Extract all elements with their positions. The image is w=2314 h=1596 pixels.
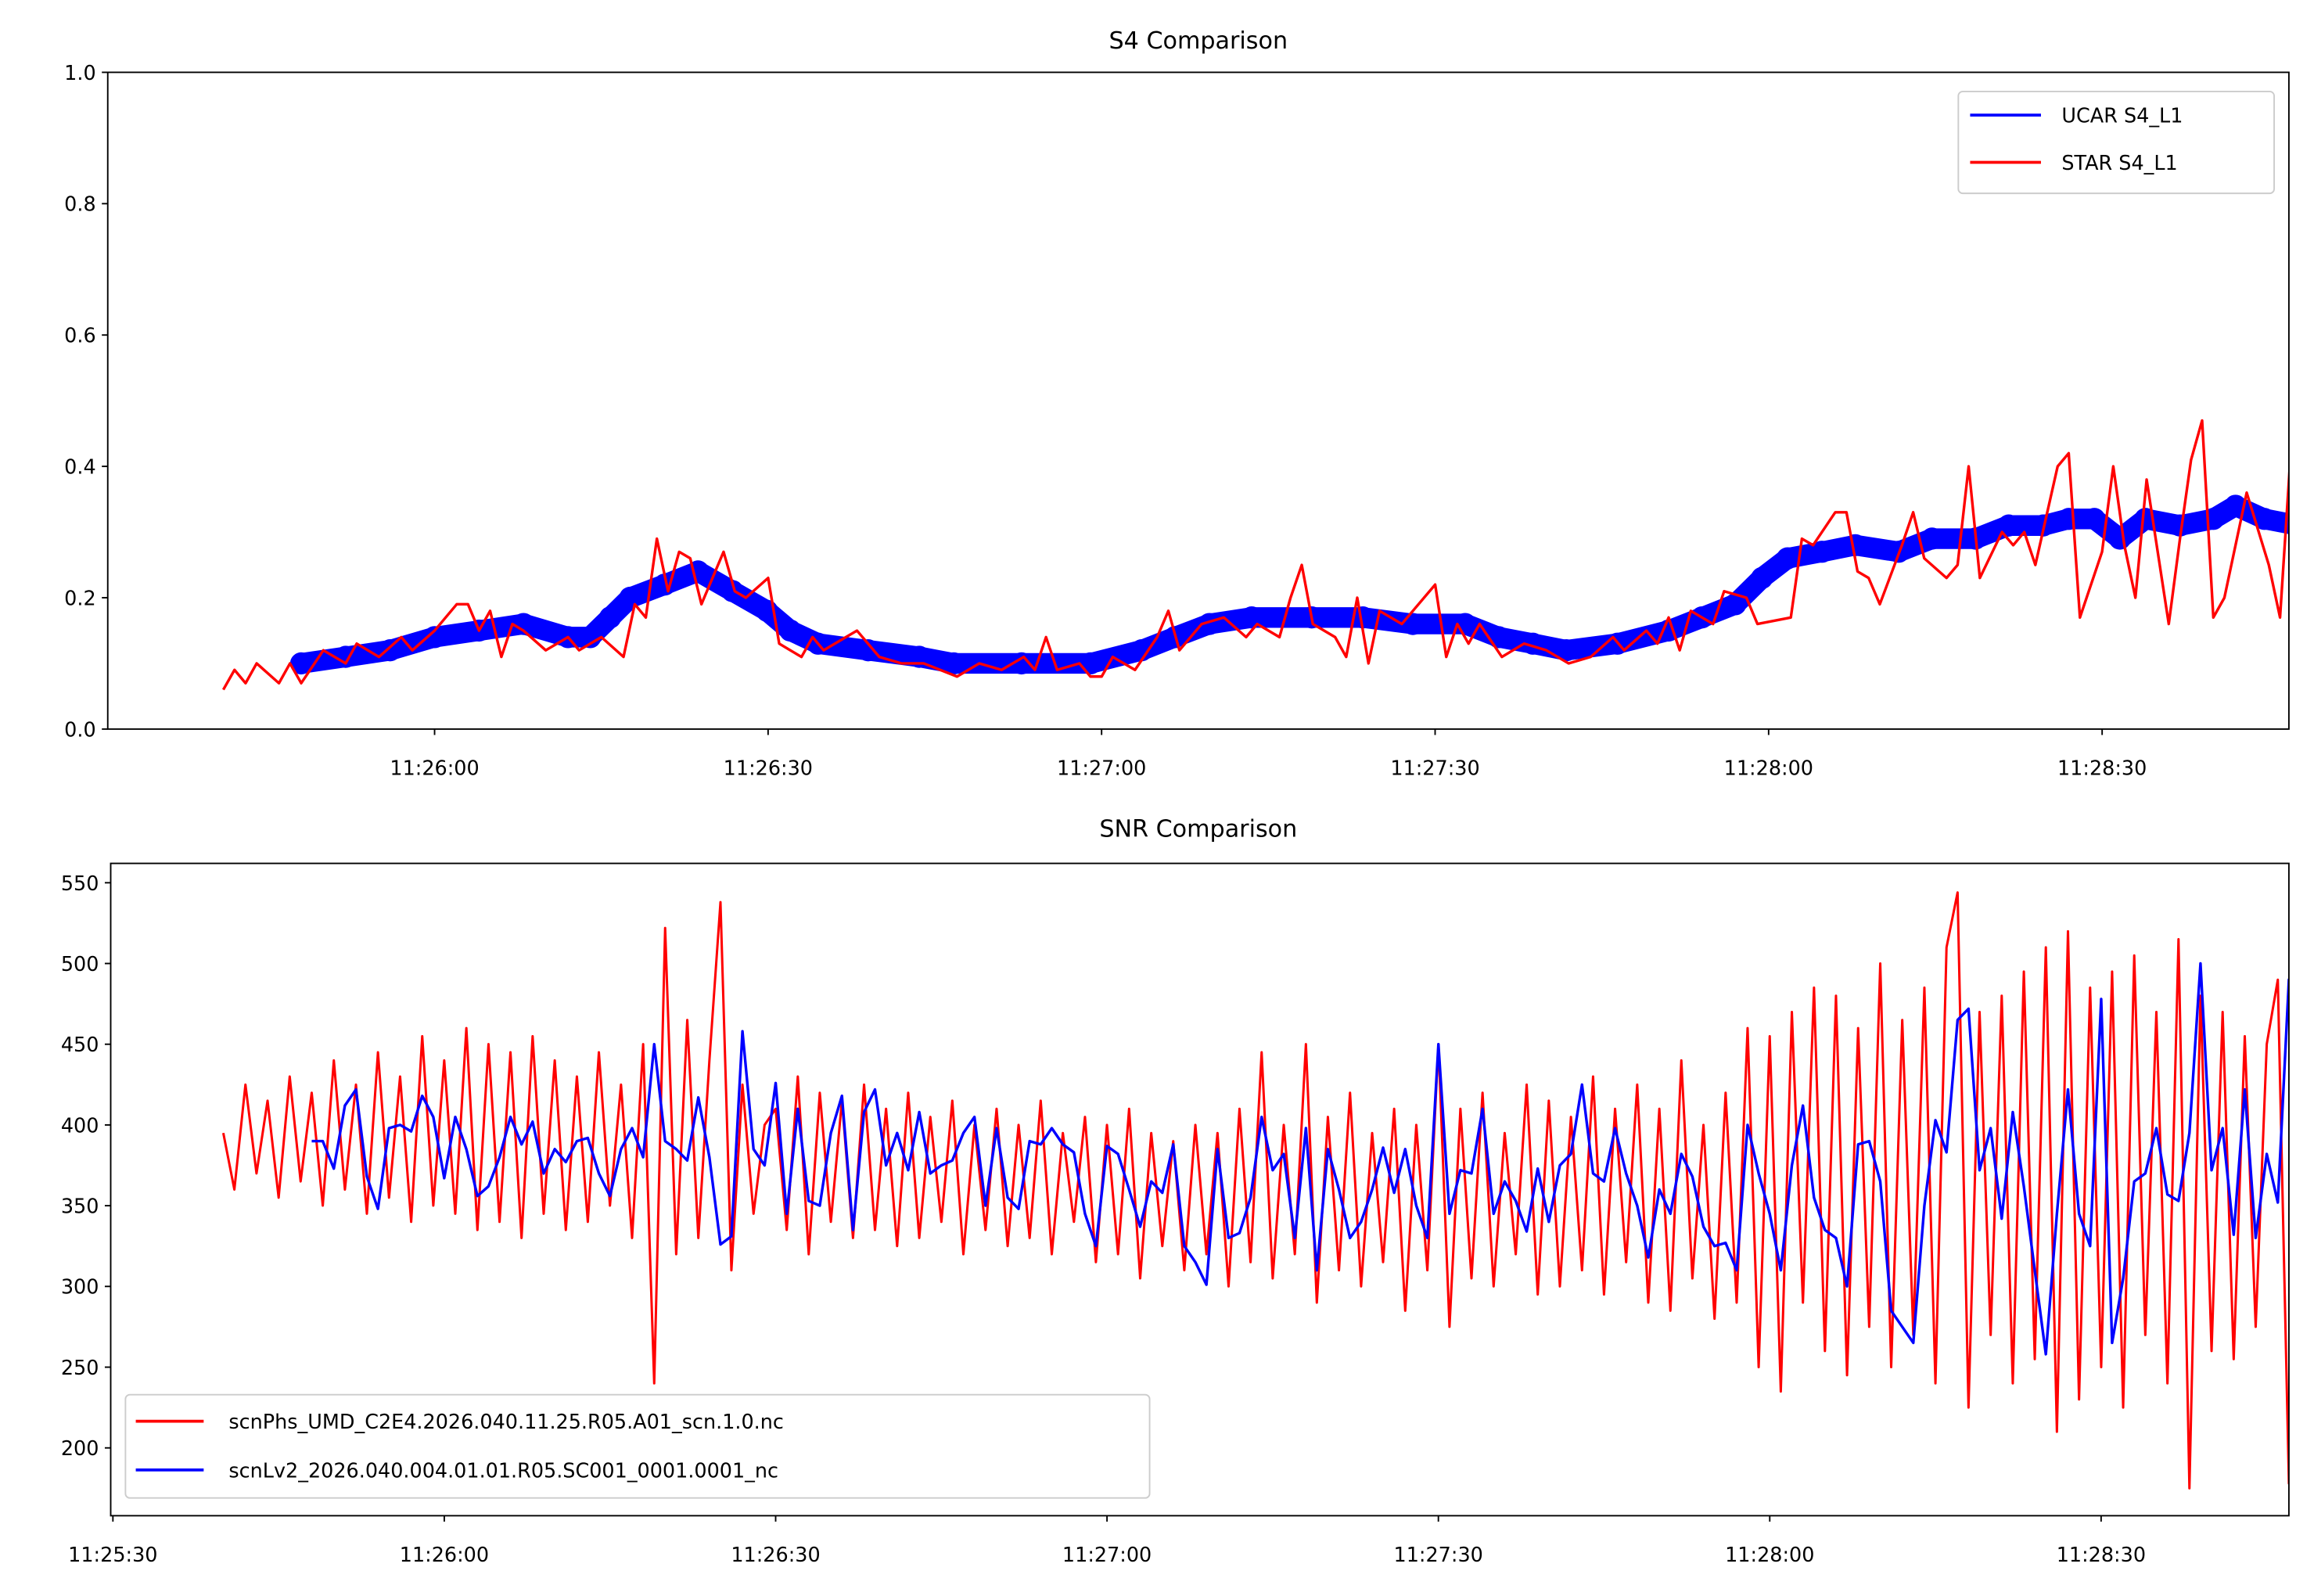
s4-series-ucar-s4-l1-point xyxy=(289,652,313,675)
snr-ytick-label: 400 xyxy=(61,1114,99,1138)
snr-plot-area xyxy=(221,891,2289,1490)
snr-xtick-label: 11:26:30 xyxy=(731,1544,820,1567)
snr-chart-title: SNR Comparison xyxy=(1099,816,1297,843)
snr-xtick-label: 11:26:00 xyxy=(400,1544,489,1567)
snr-xtick-label: 11:27:30 xyxy=(1394,1544,1483,1567)
snr-ytick-label: 450 xyxy=(61,1033,99,1057)
s4-axes: 0.0 0.2 0.4 0.6 0.8 1.0 11:26:00 11:26:30 11:27:… xyxy=(64,62,2290,780)
snr-legend-box xyxy=(124,1393,1151,1499)
snr-ytick-label: 500 xyxy=(61,953,99,976)
s4-ytick-label: 0.2 xyxy=(64,587,95,610)
s4-xtick-label: 11:28:30 xyxy=(2057,757,2147,780)
s4-series-ucar-s4-l1-line xyxy=(300,504,2289,665)
snr-ytick-label: 350 xyxy=(61,1195,99,1219)
s4-ytick-label: 1.0 xyxy=(64,62,95,85)
s4-series-star-s4-l1-line xyxy=(221,419,2289,691)
s4-xtick-label: 11:26:30 xyxy=(724,757,813,780)
s4-xtick-label: 11:26:00 xyxy=(390,757,479,780)
s4-legend-box xyxy=(1957,91,2275,195)
snr-legend-red-label: scnPhs_UMD_C2E4.2026.040.11.25.R05.A01_s… xyxy=(228,1411,783,1434)
s4-xtick-label: 11:27:00 xyxy=(1057,757,1146,780)
s4-ytick-label: 0.0 xyxy=(64,718,95,742)
snr-axes: 200 250 300 350 400 450 500 550 11:25:30 11:26:00… xyxy=(61,862,2290,1567)
s4-legend-star-label: STAR S4_L1 xyxy=(2061,152,2177,175)
s4-xtick-label: 11:28:00 xyxy=(1724,757,1813,780)
snr-ytick-label: 200 xyxy=(61,1437,99,1461)
snr-xtick-label: 11:28:00 xyxy=(1725,1544,1814,1567)
s4-chart-title: S4 Comparison xyxy=(1109,27,1288,55)
s4-ytick-label: 0.4 xyxy=(64,456,95,480)
snr-series-scnlv2-2026-040-004-01-01-r05-sc001-0001-0001-nc-line xyxy=(311,962,2289,1356)
snr-legend: scnPhs_UMD_C2E4.2026.040.11.25.R05.A01_s… xyxy=(124,1393,1151,1499)
snr-xtick-label: 11:28:30 xyxy=(2057,1544,2146,1567)
snr-ytick-label: 550 xyxy=(61,872,99,896)
s4-xtick-label: 11:27:30 xyxy=(1390,757,1479,780)
s4-legend: UCAR S4_L1 STAR S4_L1 xyxy=(1957,91,2275,195)
snr-xtick-label: 11:27:00 xyxy=(1062,1544,1152,1567)
snr-axes-frame xyxy=(110,862,2290,1517)
s4-legend-ucar-label: UCAR S4_L1 xyxy=(2061,105,2183,128)
snr-legend-blue-label: scnLv2_2026.040.004.01.01.R05.SC001_0001… xyxy=(228,1459,778,1483)
s4-axes-frame xyxy=(106,71,2290,730)
s4-ytick-label: 0.6 xyxy=(64,325,95,348)
s4-ytick-label: 0.8 xyxy=(64,193,95,217)
s4-plot-area xyxy=(221,419,2289,691)
snr-ytick-label: 250 xyxy=(61,1357,99,1380)
snr-xtick-label: 11:25:30 xyxy=(68,1544,157,1567)
snr-ytick-label: 300 xyxy=(61,1276,99,1299)
